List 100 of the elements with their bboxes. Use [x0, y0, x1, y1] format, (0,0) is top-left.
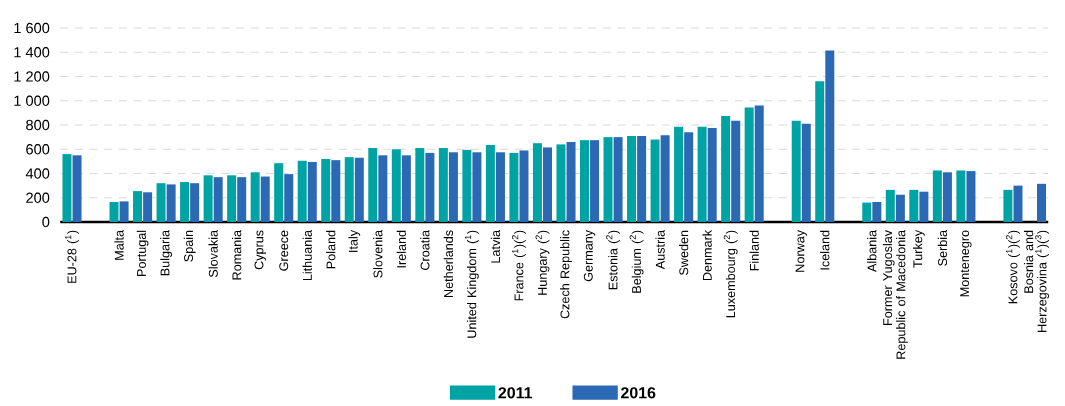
bar: [660, 135, 670, 222]
x-tick-label: Montenegro: [960, 230, 972, 297]
bar: [495, 152, 505, 222]
y-tick-label: 1 400: [14, 47, 50, 58]
bar: [509, 152, 519, 222]
bar: [754, 105, 764, 222]
bar: [378, 155, 388, 222]
legend-label: 2011: [498, 387, 533, 399]
bar: [462, 149, 472, 222]
bar: [274, 163, 284, 222]
bar: [72, 155, 82, 222]
x-tick-label: Latvia: [490, 229, 501, 263]
x-tick-label: Portugal: [136, 230, 149, 276]
bar: [472, 152, 482, 222]
x-tick-label: Luxembourg ($^{2}$): [723, 230, 738, 318]
bar: [674, 126, 684, 222]
bar: [815, 81, 825, 222]
bar: [62, 154, 72, 222]
bar: [307, 161, 317, 222]
bar: [895, 194, 905, 222]
bar: [190, 183, 200, 222]
x-tick-label: Former Yugoslav Republic of Macedonia: [882, 229, 908, 359]
bar: [590, 140, 600, 222]
bar: [425, 152, 435, 222]
y-tick-label: 0: [42, 216, 50, 228]
bar: [401, 155, 411, 222]
bar: [297, 160, 307, 222]
bar: [109, 201, 119, 222]
bar: [344, 157, 354, 222]
x-tick-label: Slovenia: [373, 229, 383, 278]
x-tick-label: EU-28 ($^{1}$): [65, 230, 79, 283]
bar: [791, 120, 801, 222]
x-tick-label: Romania: [232, 229, 242, 280]
bar: [1013, 185, 1023, 222]
x-tick-label: Ireland: [396, 230, 406, 268]
bar: [721, 115, 731, 222]
bar: [684, 132, 694, 222]
x-tick-label: Lithuania: [302, 229, 312, 281]
bar: [321, 158, 331, 222]
x-tick-label: Austria: [655, 229, 665, 270]
bar: [627, 135, 637, 222]
x-tick-label: Hungary ($^{2}$): [535, 230, 550, 295]
x-tick-label: Albania: [867, 229, 877, 273]
y-tick-label: 800: [26, 119, 50, 131]
x-tick-label: Netherlands: [443, 230, 454, 297]
bar: [119, 201, 129, 222]
x-tick-label: Turkey: [912, 229, 925, 268]
x-tick-label: Malta: [114, 229, 124, 260]
bar: [744, 107, 754, 222]
bar: [143, 192, 153, 222]
x-tick-label: Cyprus: [254, 230, 266, 270]
bar: [919, 191, 929, 222]
bar: [603, 137, 613, 222]
x-tick-label: Poland: [326, 230, 336, 269]
x-tick-label: Germany: [583, 229, 596, 282]
y-tick-label: 1 000: [14, 95, 50, 106]
bar: [331, 160, 341, 222]
x-tick-label: Serbia: [937, 229, 948, 266]
x-tick-label: Czech Republic: [560, 230, 572, 319]
x-tick-label: Belgium ($^{2}$): [629, 230, 644, 293]
x-tick-label: Italy: [348, 229, 361, 252]
legend-label: 2016: [621, 387, 656, 399]
bar: [391, 149, 401, 222]
bar: [180, 181, 190, 222]
bar: [825, 50, 835, 222]
x-tick-label: Finland: [749, 230, 759, 271]
bar: [260, 176, 270, 222]
x-tick-label: Spain: [183, 230, 196, 262]
bar: [613, 137, 623, 222]
bar: [438, 148, 448, 222]
bar: [556, 144, 566, 222]
x-tick-label: United Kingdom ($^{1}$): [465, 230, 479, 338]
bar: [1037, 183, 1047, 222]
bar: [885, 189, 895, 222]
bar: [956, 170, 966, 222]
bar: [532, 143, 542, 222]
x-tick-label: Estonia ($^{2}$): [606, 230, 620, 290]
x-tick-label: Slovakia: [208, 229, 218, 278]
bar: [872, 201, 882, 222]
bar: [415, 148, 425, 222]
bar: [862, 202, 872, 222]
bar: [227, 175, 237, 222]
bar: [543, 147, 553, 222]
x-tick-label: France ($^{1}$)($^{2}$): [512, 230, 526, 301]
bar: [942, 172, 952, 222]
x-tick-label: Iceland: [820, 230, 830, 270]
bar: [519, 150, 529, 222]
bar: [156, 183, 166, 222]
bar: [637, 135, 647, 222]
bar: [213, 177, 223, 222]
x-tick-label: Croatia: [420, 229, 430, 270]
x-tick-label: Greece: [279, 230, 289, 271]
bar: [250, 172, 260, 222]
bar: [909, 189, 919, 222]
y-tick-label: 1 600: [14, 22, 50, 34]
bar: [932, 170, 942, 222]
y-tick-label: 200: [26, 192, 50, 203]
y-tick-label: 1 200: [14, 71, 50, 82]
x-tick-label: Denmark: [702, 229, 712, 281]
bar: [731, 120, 741, 222]
